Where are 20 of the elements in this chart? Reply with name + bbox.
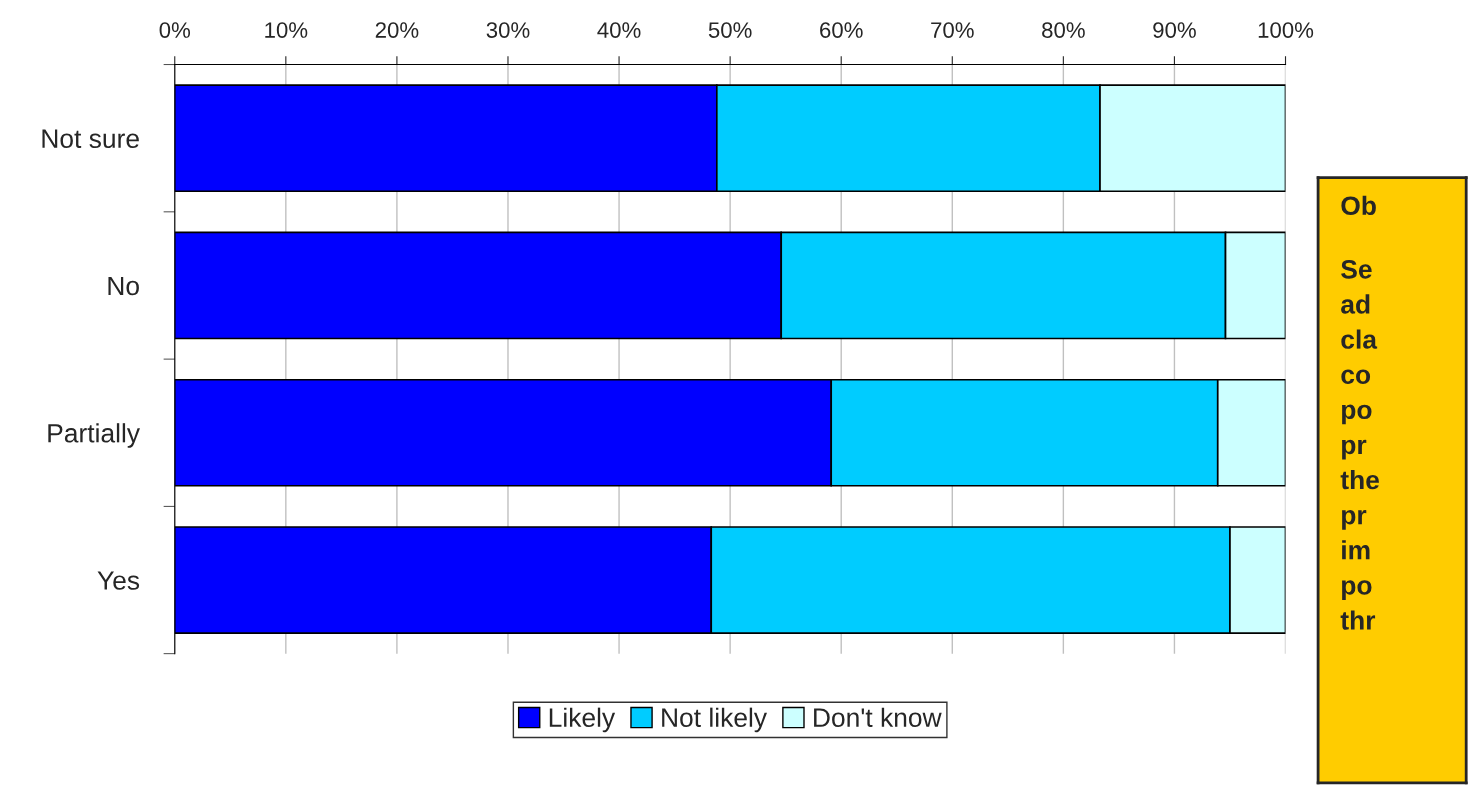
x-tick-label: 0% (159, 22, 191, 38)
x-tick-label: 50% (708, 22, 752, 38)
legend-label: Likely (549, 707, 616, 733)
x-tick-label: 70% (931, 22, 974, 38)
y-tick-label: Partially (48, 423, 140, 448)
x-tick-label: 10% (265, 22, 308, 38)
x-tick-label: 20% (375, 22, 419, 38)
y-tick-label: Not sure (42, 129, 139, 149)
x-tick-label: 40% (597, 22, 641, 38)
x-tick-label: 80% (1042, 22, 1085, 38)
y-tick-label: No (108, 276, 139, 296)
legend-label: Not likely (662, 707, 767, 733)
text: Se ad cla co po pr the pr im po thr (1340, 259, 1379, 630)
legend-label: Don't know (814, 707, 942, 728)
x-tick-label: 100% (1258, 22, 1314, 38)
x-tick-label: 90% (1153, 22, 1196, 38)
x-tick-label: 60% (820, 22, 863, 38)
y-tick-label: Yes (97, 571, 140, 590)
text: Ob (1341, 195, 1376, 216)
x-tick-label: 30% (486, 22, 530, 38)
